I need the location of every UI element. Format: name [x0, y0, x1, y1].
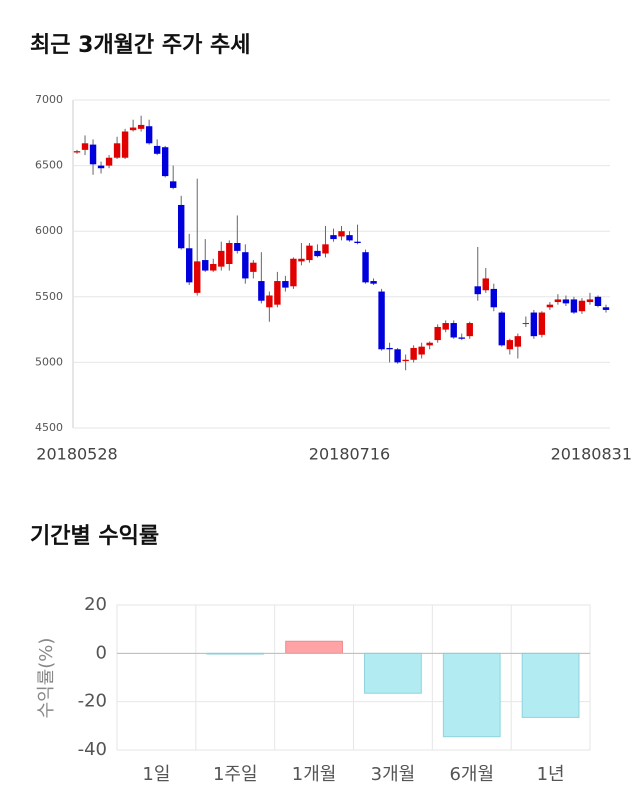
- y-tick-label: 20: [84, 594, 107, 615]
- chart-title: 기간별 수익률: [30, 524, 159, 549]
- candle-body: [474, 286, 481, 295]
- candle-body: [554, 299, 562, 303]
- y-tick-label: 4500: [35, 421, 63, 434]
- candle-body: [434, 326, 441, 341]
- candle-body: [153, 145, 161, 154]
- candle-body: [450, 323, 457, 338]
- candle-body: [113, 143, 121, 158]
- candle-body: [498, 312, 506, 346]
- candle-body: [386, 347, 393, 350]
- candle-body: [394, 349, 401, 363]
- candle-body: [538, 312, 546, 335]
- bar: [364, 652, 422, 694]
- candle-body: [121, 131, 129, 158]
- candle-body: [602, 307, 610, 310]
- y-tick-label: -40: [78, 739, 107, 760]
- candle-body: [418, 346, 425, 355]
- candle-body: [145, 126, 153, 144]
- candle-body: [169, 181, 177, 188]
- candle-body: [514, 336, 522, 347]
- candle-body: [546, 304, 554, 308]
- candle-body: [226, 243, 233, 264]
- chart-title: 최근 3개월간 주가 추세: [30, 33, 250, 58]
- y-tick-label: 6000: [35, 224, 63, 237]
- y-tick-label: -20: [78, 691, 107, 712]
- candle-body: [194, 261, 201, 293]
- candle-body: [105, 157, 113, 166]
- candle-body: [594, 296, 602, 306]
- candle-body: [218, 250, 225, 267]
- x-tick-label: 3개월: [371, 764, 416, 785]
- candle-body: [73, 151, 81, 153]
- candle-body: [562, 299, 570, 304]
- candle-body: [266, 295, 273, 308]
- y-tick-label: 5000: [35, 355, 63, 368]
- x-tick-label: 1개월: [292, 764, 337, 785]
- x-tick-label: 20180716: [309, 445, 390, 464]
- y-tick-label: 0: [96, 642, 107, 663]
- candle-body: [210, 264, 217, 271]
- candle-body: [242, 252, 249, 279]
- candle-body: [129, 127, 137, 131]
- candle-body: [410, 347, 417, 360]
- candle-body: [250, 262, 257, 272]
- candle-body: [490, 288, 497, 308]
- candle-body: [89, 144, 97, 165]
- candle-body: [258, 281, 265, 301]
- candle-body: [354, 241, 361, 244]
- bar: [442, 652, 501, 738]
- candle-body: [570, 299, 578, 313]
- candle-body: [466, 323, 473, 337]
- candle-body: [81, 143, 89, 150]
- candle-body: [322, 244, 329, 254]
- candle-body: [338, 231, 345, 237]
- candle-body: [522, 323, 530, 325]
- candle-body: [290, 258, 297, 287]
- x-tick-label: 1년: [537, 764, 565, 785]
- candle-body: [578, 300, 586, 312]
- candle-body: [234, 243, 241, 251]
- candle-body: [362, 252, 369, 283]
- y-tick-label: 7000: [35, 93, 63, 106]
- candle-body: [370, 281, 377, 284]
- candle-body: [282, 281, 289, 288]
- y-tick-label: 5500: [35, 290, 63, 303]
- candle-body: [482, 278, 489, 291]
- x-tick-label: 20180528: [36, 445, 117, 464]
- x-tick-label: 20180831: [551, 445, 632, 464]
- bar: [285, 640, 343, 654]
- candle-body: [314, 250, 321, 257]
- candle-body: [586, 299, 594, 303]
- x-tick-label: 1일: [142, 764, 170, 785]
- candle-body: [378, 291, 385, 350]
- candle-body: [402, 359, 409, 362]
- candle-body: [137, 124, 145, 129]
- x-tick-label: 1주일: [213, 764, 258, 785]
- bar: [521, 652, 580, 718]
- candle-body: [458, 337, 465, 339]
- candle-body: [330, 235, 337, 240]
- x-tick-label: 6개월: [449, 764, 494, 785]
- candle-body: [306, 245, 313, 261]
- candle-body: [530, 312, 538, 337]
- candle-body: [346, 235, 353, 241]
- candle-body: [177, 204, 185, 249]
- candle-body: [426, 342, 433, 346]
- y-axis-label: 수익률(%): [36, 638, 57, 719]
- candle-body: [161, 147, 169, 177]
- candle-body: [442, 323, 449, 330]
- candle-body: [202, 260, 209, 271]
- candle-body: [506, 340, 514, 350]
- candle-body: [186, 248, 193, 283]
- candle-body: [274, 281, 281, 305]
- y-tick-label: 6500: [35, 159, 63, 172]
- candle-body: [298, 258, 305, 262]
- candle-body: [97, 165, 105, 169]
